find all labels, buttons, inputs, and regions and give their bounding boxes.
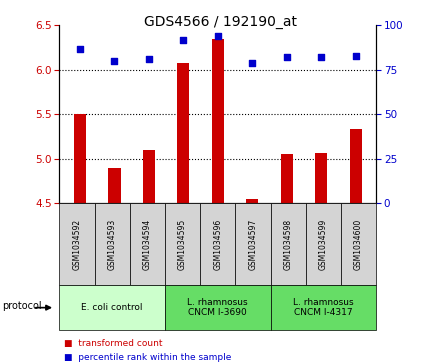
Point — [214, 33, 221, 39]
Bar — [281, 154, 293, 203]
Point — [111, 58, 118, 64]
Text: ■  percentile rank within the sample: ■ percentile rank within the sample — [64, 353, 231, 362]
Text: GSM1034597: GSM1034597 — [249, 219, 257, 270]
Text: GSM1034593: GSM1034593 — [108, 219, 117, 270]
Point — [249, 60, 256, 66]
Text: GSM1034599: GSM1034599 — [319, 219, 328, 270]
Text: GDS4566 / 192190_at: GDS4566 / 192190_at — [143, 15, 297, 29]
Text: GSM1034596: GSM1034596 — [213, 219, 222, 270]
Text: GSM1034592: GSM1034592 — [73, 219, 81, 270]
Text: GSM1034594: GSM1034594 — [143, 219, 152, 270]
Point — [145, 56, 152, 62]
Bar — [109, 168, 121, 203]
Bar — [74, 114, 86, 203]
Bar — [143, 150, 155, 203]
Text: ■  transformed count: ■ transformed count — [64, 339, 162, 347]
Bar — [349, 130, 362, 203]
Text: GSM1034598: GSM1034598 — [284, 219, 293, 270]
Text: L. rhamnosus
CNCM I-4317: L. rhamnosus CNCM I-4317 — [293, 298, 354, 317]
Text: E. coli control: E. coli control — [81, 303, 143, 312]
Bar — [212, 39, 224, 203]
Bar — [177, 63, 189, 203]
Text: GSM1034600: GSM1034600 — [354, 219, 363, 270]
Bar — [315, 154, 327, 203]
Point — [283, 54, 290, 60]
Bar — [246, 199, 258, 203]
Point — [318, 54, 325, 60]
Text: GSM1034595: GSM1034595 — [178, 219, 187, 270]
Point — [180, 37, 187, 42]
Text: L. rhamnosus
CNCM I-3690: L. rhamnosus CNCM I-3690 — [187, 298, 248, 317]
Text: protocol: protocol — [2, 301, 42, 311]
Point — [352, 53, 359, 58]
Point — [77, 46, 84, 52]
